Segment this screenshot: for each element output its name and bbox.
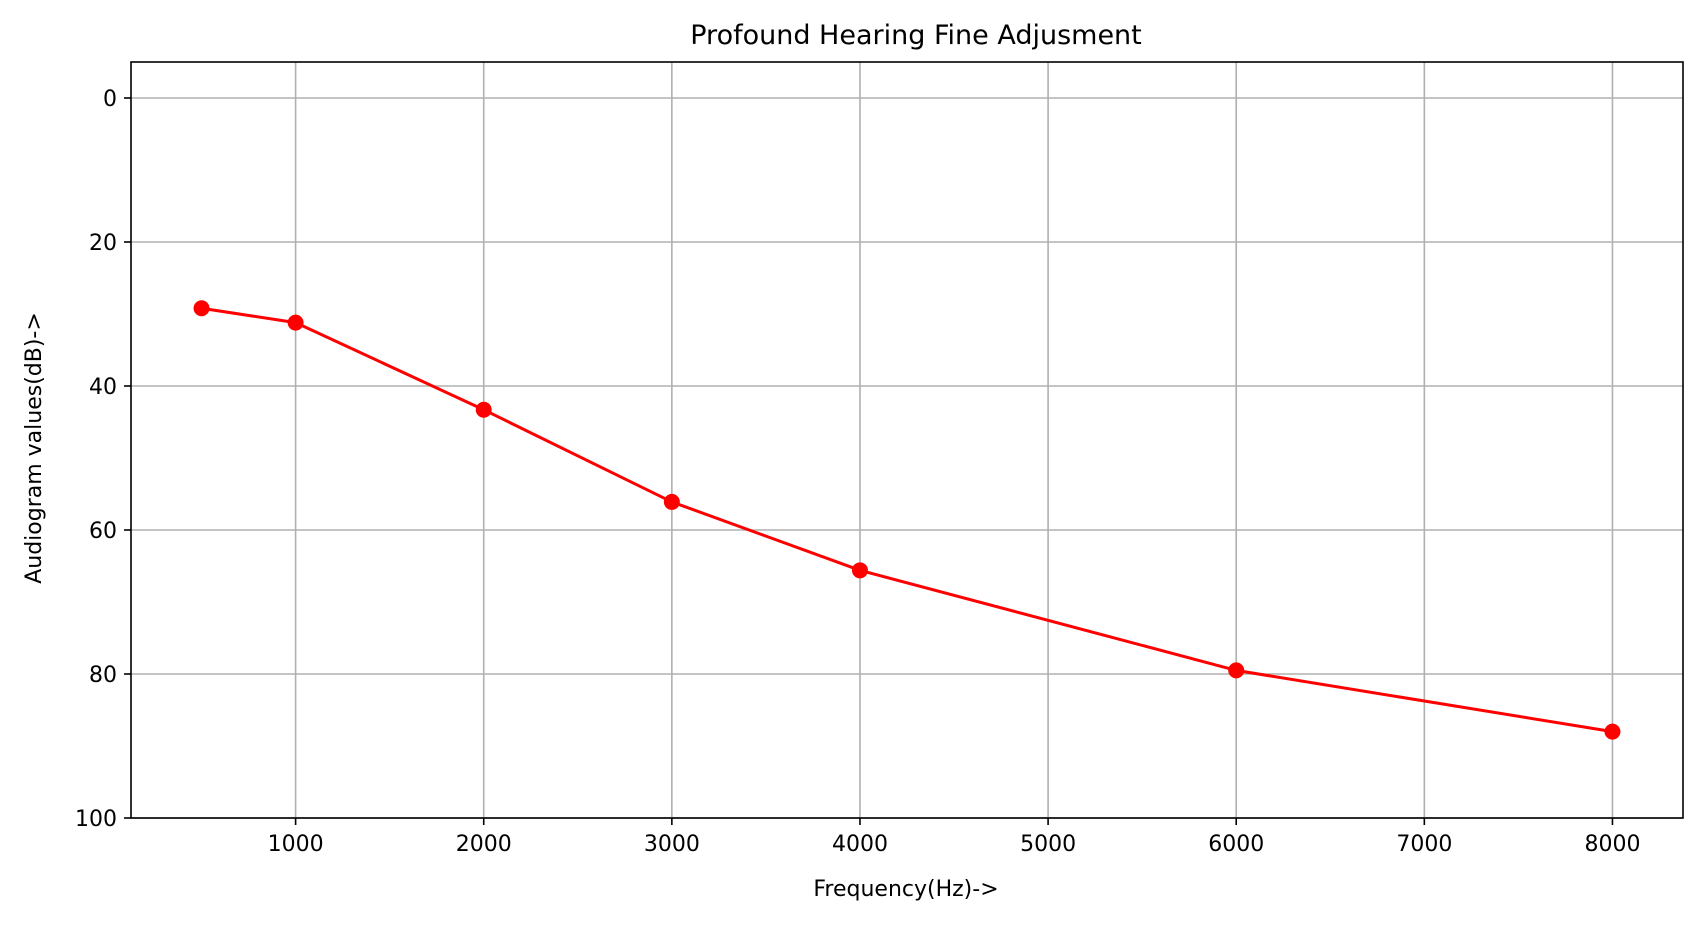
chart-title: Profound Hearing Fine Adjusment xyxy=(690,20,1142,51)
x-tick-label: 3000 xyxy=(644,832,700,857)
data-point xyxy=(475,401,492,418)
x-tick-label: 6000 xyxy=(1208,832,1264,857)
y-tick-label: 40 xyxy=(89,375,117,400)
x-tick-label: 1000 xyxy=(268,832,324,857)
y-tick-label: 60 xyxy=(89,519,117,544)
data-point xyxy=(663,493,680,510)
x-tick-label: 4000 xyxy=(832,832,888,857)
y-tick-label: 100 xyxy=(75,807,117,832)
series-layer xyxy=(193,300,1621,740)
x-axis-label: Frequency(Hz)-> xyxy=(813,877,998,902)
y-tick-label: 80 xyxy=(89,663,117,688)
plot-frame xyxy=(130,61,1684,819)
y-axis-label: Audiogram values(dB)-> xyxy=(22,312,47,584)
data-point xyxy=(287,314,304,331)
y-tick-label: 0 xyxy=(103,87,117,112)
data-point xyxy=(1604,723,1621,740)
x-tick-label: 7000 xyxy=(1396,832,1452,857)
data-point xyxy=(1228,662,1245,679)
data-point xyxy=(851,562,868,579)
x-tick-label: 8000 xyxy=(1584,832,1640,857)
data-point xyxy=(193,300,210,317)
series-line xyxy=(201,306,1613,734)
axis-ticks: 1000 2000 3000 4000 5000 6000 7000 8000 0 20 40 60 8… xyxy=(75,87,1640,857)
x-tick-label: 2000 xyxy=(456,832,512,857)
x-tick-label: 5000 xyxy=(1020,832,1076,857)
y-tick-label: 20 xyxy=(89,231,117,256)
